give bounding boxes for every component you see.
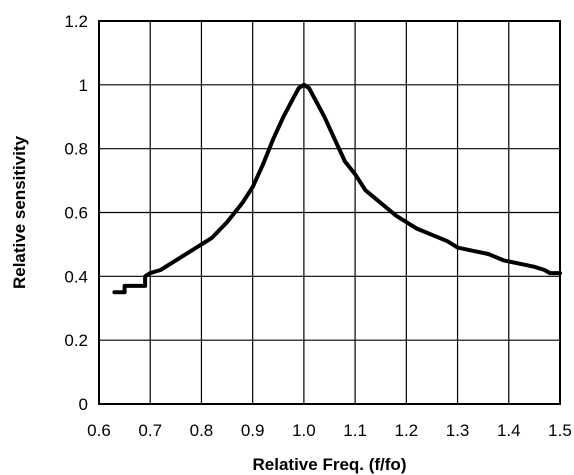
x-tick-label: 1.0 [292,421,316,440]
y-tick-label: 1 [79,76,88,95]
x-tick-label: 0.9 [241,421,265,440]
y-tick-labels: 0 0.2 0.4 0.6 0.8 1 1.2 [64,12,88,414]
y-tick-label: 0.2 [64,331,88,350]
x-tick-label: 1.4 [497,421,521,440]
x-tick-label: 0.8 [190,421,214,440]
x-tick-label: 1.1 [343,421,367,440]
x-tick-label: 1.3 [446,421,470,440]
y-tick-label: 0 [79,395,88,414]
y-tick-label: 1.2 [64,12,88,31]
sensitivity-curve-line [112,82,562,295]
x-tick-label: 0.6 [87,421,111,440]
y-tick-label: 0.8 [64,140,88,159]
y-tick-label: 0.6 [64,204,88,223]
x-tick-label: 0.7 [138,421,162,440]
x-tick-label: 1.2 [395,421,419,440]
x-tick-label: 1.5 [548,421,572,440]
sensitivity-series [112,82,562,295]
y-axis-title: Relative sensitivity [10,135,29,289]
grid-lines [98,20,561,405]
x-axis-title: Relative Freq. (f/fo) [253,455,407,474]
plot-frame [98,20,561,405]
y-tick-label: 0.4 [64,267,88,286]
x-tick-labels: 0.6 0.7 0.8 0.9 1.0 1.1 1.2 1.3 1.4 1.5 [87,421,572,440]
